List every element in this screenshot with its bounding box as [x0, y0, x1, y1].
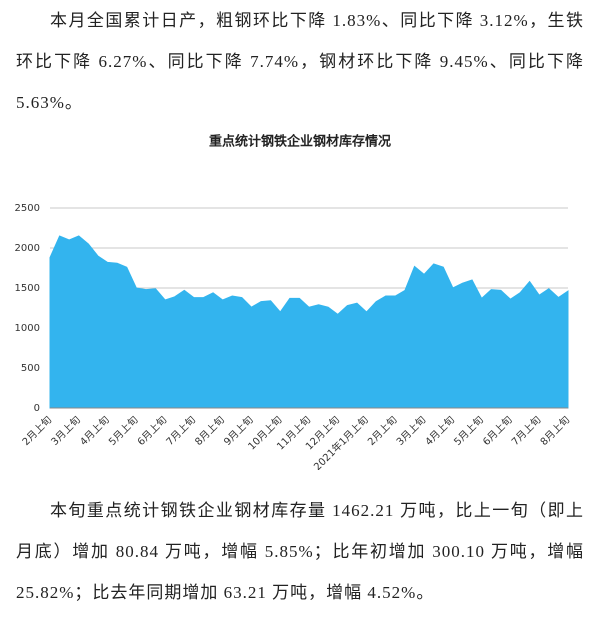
- x-tick-label: 6月上旬: [134, 413, 169, 448]
- chart-title: 重点统计钢铁企业钢材库存情况: [209, 134, 391, 150]
- x-tick-label: 7月上旬: [509, 413, 544, 448]
- x-tick-label: 7月上旬: [163, 413, 198, 448]
- x-tick-label: 3月上旬: [393, 413, 428, 448]
- y-tick-label: 0: [34, 403, 40, 414]
- chart: 重点统计钢铁企业钢材库存情况 050010001500200025002月上旬3…: [15, 134, 573, 471]
- y-tick-label: 2000: [15, 243, 40, 254]
- x-tick-label: 6月上旬: [480, 413, 515, 448]
- y-tick-label: 500: [21, 363, 40, 374]
- x-tick-label: 4月上旬: [77, 413, 112, 448]
- y-tick-label: 2500: [15, 203, 40, 214]
- x-tick-label: 3月上旬: [48, 413, 83, 448]
- x-tick-label: 5月上旬: [451, 413, 486, 448]
- x-tick-label: 8月上旬: [192, 413, 227, 448]
- y-tick-label: 1000: [15, 323, 40, 334]
- y-tick-label: 1500: [15, 283, 40, 294]
- paragraph: 本旬重点统计钢铁企业钢材库存量 1462.21 万吨，比上一旬（即上月底）增加 …: [16, 501, 584, 602]
- x-tick-label: 8月上旬: [537, 413, 572, 448]
- paragraph: 本月全国累计日产，粗钢环比下降 1.83%、同比下降 3.12%，生铁环比下降 …: [16, 11, 584, 112]
- x-tick-label: 4月上旬: [422, 413, 457, 448]
- x-tick-label: 5月上旬: [106, 413, 141, 448]
- x-tick-label: 2月上旬: [365, 413, 400, 448]
- area: [49, 235, 569, 409]
- x-tick-label: 2月上旬: [19, 413, 54, 448]
